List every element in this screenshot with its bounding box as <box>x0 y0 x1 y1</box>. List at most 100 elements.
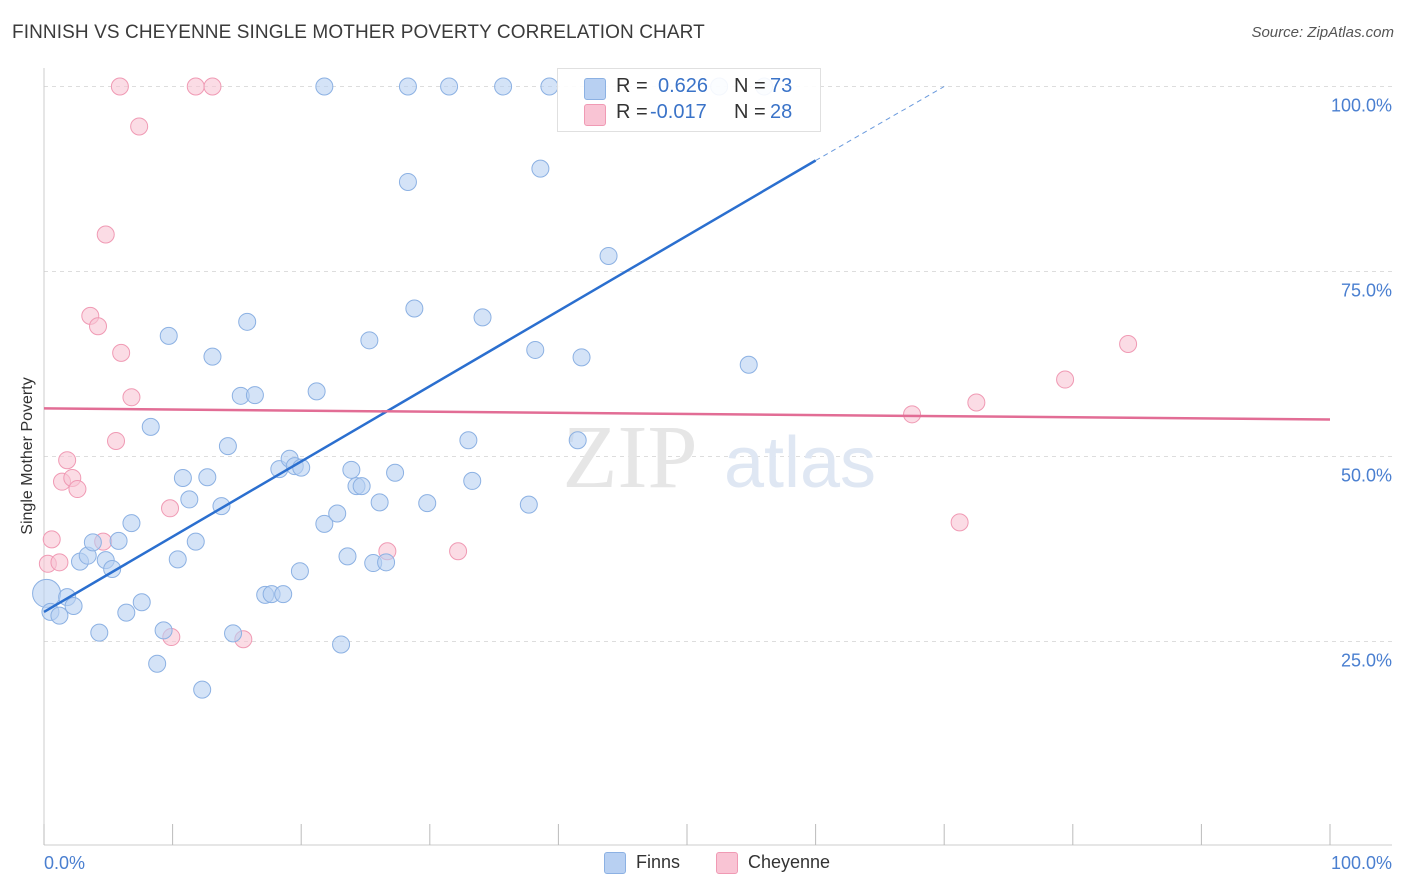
finns-swatch <box>584 78 606 100</box>
cheyenne-point <box>110 77 129 96</box>
finns-point <box>109 531 128 550</box>
finns-point <box>193 680 212 699</box>
grid-lines <box>44 86 1392 642</box>
legend-cheyenne-swatch <box>716 852 738 875</box>
finns-point <box>739 355 758 374</box>
cheyenne-point <box>130 117 149 136</box>
finns-point <box>352 477 371 496</box>
finns-point <box>64 596 83 615</box>
finns-point <box>418 494 437 513</box>
finns-point <box>290 562 309 581</box>
cheyenne-r-label: R = <box>616 101 648 123</box>
finns-point <box>377 553 396 572</box>
finns-point <box>531 159 550 178</box>
finns-r-label: R = <box>616 75 648 97</box>
finns-point <box>117 603 136 622</box>
y-tick-label: 25.0% <box>1341 651 1392 671</box>
trend-lines <box>43 86 1331 613</box>
y-axis-label: Single Mother Poverty <box>19 377 36 535</box>
legend-cheyenne: Cheyenne <box>716 852 830 875</box>
cheyenne-point <box>89 317 108 336</box>
finns-trend-line <box>43 159 817 613</box>
finns-point <box>141 417 160 436</box>
finns-point <box>463 471 482 490</box>
cheyenne-point <box>58 451 77 470</box>
cheyenne-point <box>903 405 922 424</box>
cheyenne-r-value: -0.017 <box>650 101 707 123</box>
source-credit: Source: ZipAtlas.com <box>1251 24 1394 41</box>
finns-point <box>405 299 424 318</box>
finns-n-value: 73 <box>770 75 793 97</box>
cheyenne-point <box>96 225 115 244</box>
finns-point <box>332 635 351 654</box>
cheyenne-point <box>107 431 126 450</box>
cheyenne-point <box>950 513 969 532</box>
finns-point <box>159 326 178 345</box>
finns-point <box>307 382 326 401</box>
finns-n-label: N = <box>734 75 766 97</box>
finns-trend-extension <box>815 86 945 161</box>
finns-point <box>132 593 151 612</box>
watermark-atlas: atlas <box>724 423 876 503</box>
finns-point <box>203 347 222 366</box>
finns-point <box>440 77 459 96</box>
finns-point <box>338 547 357 566</box>
finns-point <box>274 585 293 604</box>
finns-point <box>572 348 591 367</box>
finns-point <box>370 493 389 512</box>
cheyenne-n-value: 28 <box>770 101 793 123</box>
cheyenne-point <box>42 530 61 549</box>
finns-point <box>198 468 217 487</box>
finns-point <box>342 460 361 479</box>
finns-point <box>519 495 538 514</box>
finns-point <box>398 77 417 96</box>
finns-point <box>386 463 405 482</box>
x-tick-label: 100.0% <box>1331 853 1392 873</box>
finns-point <box>238 312 257 331</box>
y-tick-label: 50.0% <box>1341 466 1392 486</box>
finns-point <box>173 468 192 487</box>
finns-point <box>148 654 167 673</box>
finns-point <box>154 621 173 640</box>
finns-point <box>494 77 513 96</box>
stats-row-cheyenne: R = -0.017 N = 28 <box>558 101 820 129</box>
finns-point <box>315 514 334 533</box>
cheyenne-point <box>186 77 205 96</box>
watermark: ZIP atlas <box>563 408 877 507</box>
chart-title: FINNISH VS CHEYENNE SINGLE MOTHER POVERT… <box>12 22 705 43</box>
stats-box: R = 0.626 N = 73 R = -0.017 N = 28 <box>557 68 821 132</box>
finns-point <box>599 246 618 265</box>
finns-point <box>315 77 334 96</box>
legend-finns-label: Finns <box>636 852 681 872</box>
stats-row-finns: R = 0.626 N = 73 <box>558 75 820 103</box>
finns-point <box>186 532 205 551</box>
finns-point <box>459 431 478 450</box>
finns-point <box>328 504 347 523</box>
cheyenne-point <box>122 388 141 407</box>
x-tick-label: 0.0% <box>44 853 85 873</box>
finns-point <box>398 172 417 191</box>
finns-point <box>360 331 379 350</box>
cheyenne-point <box>161 499 180 518</box>
finns-point <box>218 437 237 456</box>
finns-point <box>224 624 243 643</box>
finns-point <box>180 490 199 509</box>
finns-point <box>568 431 587 450</box>
cheyenne-point <box>50 553 69 572</box>
finns-point <box>32 578 62 608</box>
watermark-zip: ZIP <box>563 408 698 507</box>
cheyenne-points <box>38 77 1138 649</box>
cheyenne-swatch <box>584 104 606 126</box>
finns-point <box>90 623 109 642</box>
finns-point <box>168 550 187 569</box>
cheyenne-point <box>112 343 131 362</box>
finns-point <box>245 386 264 405</box>
legend-finns: Finns <box>604 852 681 875</box>
cheyenne-n-label: N = <box>734 101 766 123</box>
tick-labels: 25.0% 50.0% 75.0% 100.0% 0.0% 100.0% <box>44 96 1392 874</box>
finns-point <box>50 606 69 625</box>
y-tick-label: 100.0% <box>1331 96 1392 116</box>
cheyenne-point <box>1056 370 1075 389</box>
legend-finns-swatch <box>604 852 626 875</box>
